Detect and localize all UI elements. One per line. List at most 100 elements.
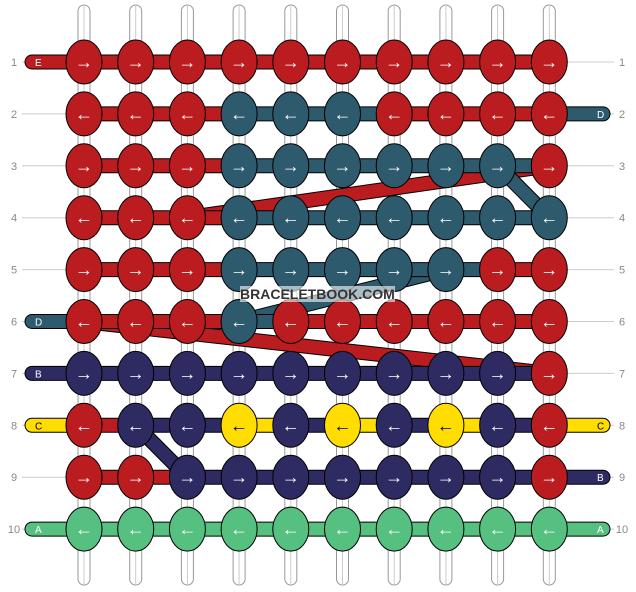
knot xyxy=(479,247,517,293)
row-label-right: 6 xyxy=(619,317,625,329)
arrow-right-icon: → xyxy=(437,156,455,176)
knot xyxy=(427,39,465,85)
right-string-letter: B xyxy=(597,473,604,484)
arrow-right-icon: → xyxy=(178,363,196,383)
arrow-left-icon: ← xyxy=(178,312,196,332)
arrow-left-icon: ← xyxy=(334,519,352,539)
arrow-right-icon: → xyxy=(75,363,93,383)
knot xyxy=(168,39,206,85)
arrow-right-icon: → xyxy=(334,363,352,383)
knot xyxy=(272,39,310,85)
knot xyxy=(272,350,310,396)
row-label-left: 2 xyxy=(11,109,17,121)
arrow-right-icon: → xyxy=(540,260,558,280)
left-string-letter: E xyxy=(35,58,42,69)
knot xyxy=(479,402,517,448)
knot xyxy=(375,39,413,85)
arrow-right-icon: → xyxy=(489,363,507,383)
arrow-left-icon: ← xyxy=(385,519,403,539)
arrow-left-icon: ← xyxy=(230,415,248,435)
right-string-letter: D xyxy=(597,110,604,121)
knot xyxy=(427,454,465,500)
knot xyxy=(479,195,517,241)
knot xyxy=(168,402,206,448)
knot xyxy=(220,195,258,241)
row-label-right: 10 xyxy=(616,524,628,536)
right-string-letter: C xyxy=(597,421,604,432)
arrow-left-icon: ← xyxy=(178,104,196,124)
arrow-left-icon: ← xyxy=(127,104,145,124)
knot xyxy=(272,91,310,137)
knot xyxy=(479,506,517,552)
arrow-right-icon: → xyxy=(385,363,403,383)
knot xyxy=(168,247,206,293)
row-label-left: 9 xyxy=(11,472,17,484)
arrow-right-icon: → xyxy=(437,260,455,280)
knot xyxy=(530,195,568,241)
left-string-letter: A xyxy=(35,525,42,536)
arrow-left-icon: ← xyxy=(75,104,93,124)
knot xyxy=(479,454,517,500)
arrow-right-icon: → xyxy=(334,156,352,176)
row-label-right: 9 xyxy=(619,472,625,484)
arrow-right-icon: → xyxy=(334,467,352,487)
arrow-left-icon: ← xyxy=(75,312,93,332)
arrow-right-icon: → xyxy=(75,52,93,72)
knot xyxy=(479,143,517,189)
knot xyxy=(530,350,568,396)
arrow-left-icon: ← xyxy=(127,415,145,435)
arrow-right-icon: → xyxy=(127,156,145,176)
arrow-left-icon: ← xyxy=(282,312,300,332)
knot xyxy=(65,247,103,293)
arrow-right-icon: → xyxy=(127,467,145,487)
arrow-right-icon: → xyxy=(437,52,455,72)
knot xyxy=(220,91,258,137)
knot xyxy=(168,506,206,552)
knot xyxy=(220,506,258,552)
knot xyxy=(272,506,310,552)
knot xyxy=(117,143,155,189)
arrow-left-icon: ← xyxy=(230,208,248,228)
arrow-left-icon: ← xyxy=(437,519,455,539)
knot xyxy=(65,402,103,448)
knot xyxy=(168,299,206,344)
arrow-right-icon: → xyxy=(489,52,507,72)
arrow-right-icon: → xyxy=(385,52,403,72)
arrow-left-icon: ← xyxy=(540,208,558,228)
knot xyxy=(324,91,361,137)
knot xyxy=(117,39,155,85)
arrow-left-icon: ← xyxy=(437,312,455,332)
knot xyxy=(65,195,103,241)
knot xyxy=(65,506,103,552)
arrow-right-icon: → xyxy=(230,467,248,487)
arrow-right-icon: → xyxy=(282,156,300,176)
arrow-left-icon: ← xyxy=(282,104,300,124)
arrow-left-icon: ← xyxy=(385,312,403,332)
knot xyxy=(220,350,258,396)
arrow-left-icon: ← xyxy=(334,208,352,228)
row-label-left: 5 xyxy=(11,265,17,277)
knot xyxy=(324,506,361,552)
arrow-right-icon: → xyxy=(230,156,248,176)
arrow-right-icon: → xyxy=(75,260,93,280)
knot xyxy=(117,91,155,137)
knot xyxy=(479,39,517,85)
knot xyxy=(324,350,361,396)
knot xyxy=(168,91,206,137)
arrow-left-icon: ← xyxy=(282,415,300,435)
arrow-right-icon: → xyxy=(230,260,248,280)
arrow-right-icon: → xyxy=(540,467,558,487)
arrow-left-icon: ← xyxy=(75,519,93,539)
knot xyxy=(375,143,413,189)
arrow-left-icon: ← xyxy=(178,415,196,435)
arrow-left-icon: ← xyxy=(230,104,248,124)
arrow-right-icon: → xyxy=(385,156,403,176)
row-label-right: 8 xyxy=(619,420,625,432)
knot xyxy=(530,143,568,189)
knot xyxy=(65,143,103,189)
knot xyxy=(479,350,517,396)
arrow-left-icon: ← xyxy=(540,519,558,539)
arrow-left-icon: ← xyxy=(334,415,352,435)
knot xyxy=(375,506,413,552)
arrow-left-icon: ← xyxy=(489,208,507,228)
